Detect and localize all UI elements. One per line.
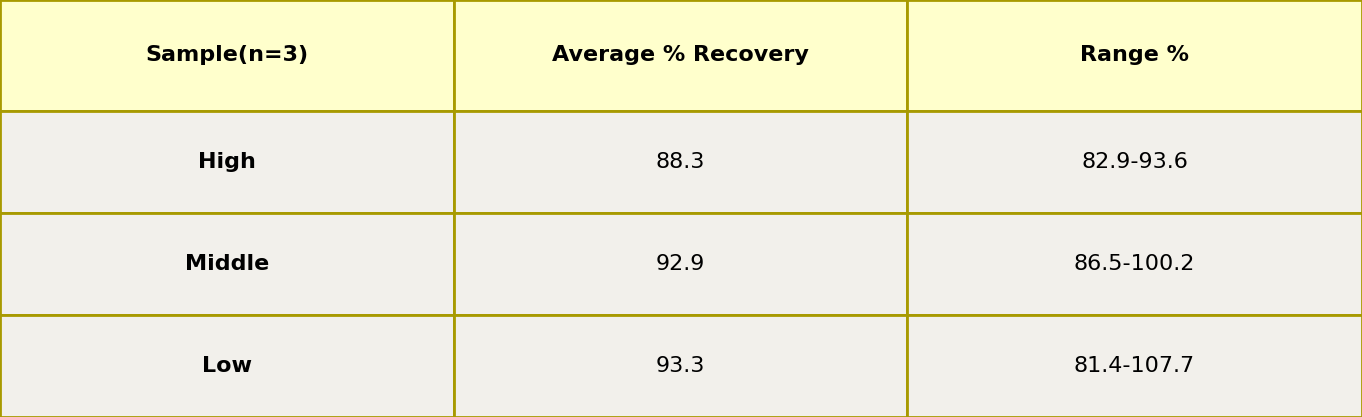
Text: 93.3: 93.3 <box>655 356 706 376</box>
Text: 82.9-93.6: 82.9-93.6 <box>1081 152 1188 171</box>
FancyBboxPatch shape <box>454 213 907 315</box>
FancyBboxPatch shape <box>0 111 454 213</box>
Text: Average % Recovery: Average % Recovery <box>552 45 809 65</box>
FancyBboxPatch shape <box>454 111 907 213</box>
FancyBboxPatch shape <box>907 315 1362 417</box>
FancyBboxPatch shape <box>907 111 1362 213</box>
Text: 86.5-100.2: 86.5-100.2 <box>1073 254 1196 274</box>
FancyBboxPatch shape <box>454 0 907 111</box>
Text: Range %: Range % <box>1080 45 1189 65</box>
FancyBboxPatch shape <box>907 213 1362 315</box>
Text: Middle: Middle <box>185 254 268 274</box>
FancyBboxPatch shape <box>907 0 1362 111</box>
Text: 81.4-107.7: 81.4-107.7 <box>1075 356 1194 376</box>
FancyBboxPatch shape <box>454 315 907 417</box>
Text: High: High <box>197 152 256 171</box>
FancyBboxPatch shape <box>0 315 454 417</box>
Text: Low: Low <box>202 356 252 376</box>
Text: 92.9: 92.9 <box>655 254 706 274</box>
Text: 88.3: 88.3 <box>655 152 706 171</box>
FancyBboxPatch shape <box>0 213 454 315</box>
FancyBboxPatch shape <box>0 0 454 111</box>
Text: Sample(n=3): Sample(n=3) <box>146 45 308 65</box>
